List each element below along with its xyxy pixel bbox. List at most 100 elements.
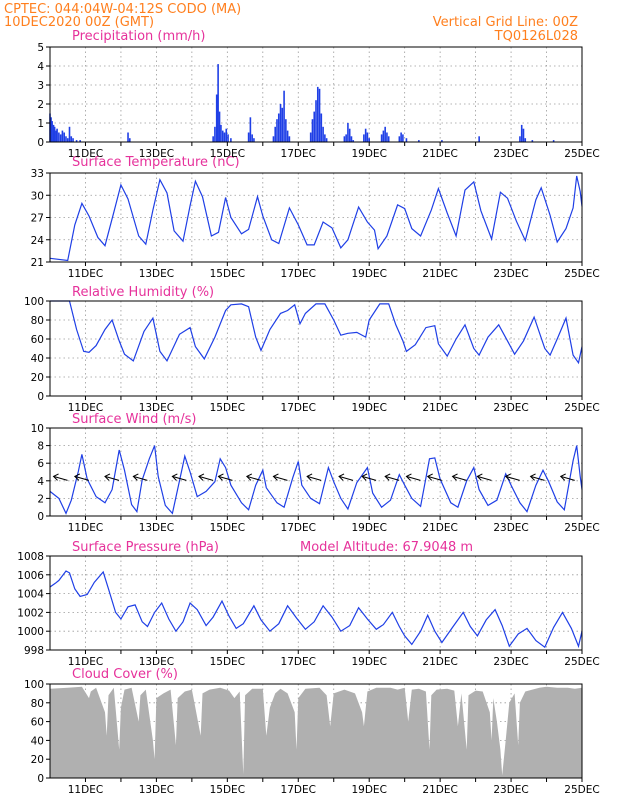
precip-bar — [220, 124, 222, 142]
precip-bar — [286, 130, 289, 142]
wind-arrow — [559, 473, 575, 481]
wind-line — [49, 445, 583, 515]
precip-bar — [405, 138, 408, 142]
temperature-xtick-label: 15DEC — [210, 268, 245, 280]
wind-arrow — [198, 473, 214, 481]
pressure-panel: 998 1000 1002 1004 1006 1008 11DEC 13DEC 15DEC 17… — [17, 551, 599, 668]
cloud-panel: 0 20 40 60 80 100 11DEC 13DEC 15DEC 17DEC 19DEC 21D… — [24, 679, 600, 796]
precip-bar — [386, 132, 388, 142]
wind-ytick-label: 2 — [37, 493, 44, 505]
wind-arrow — [306, 473, 322, 481]
precip-bar — [441, 140, 443, 142]
humidity-frame — [49, 300, 583, 397]
precip-ytick-label: 4 — [37, 61, 44, 73]
pressure-xtick-label: 21DEC — [422, 656, 457, 668]
precip-ytick-label: 3 — [37, 80, 44, 92]
wind-arrow — [451, 473, 467, 481]
temperature-ytick-label: 24 — [31, 235, 45, 247]
humidity-line — [50, 300, 583, 365]
wind-arrow-head — [426, 473, 433, 481]
wind-arrow — [476, 473, 492, 481]
pressure-ytick-label: 1004 — [17, 589, 44, 601]
wind-arrow-shaft — [74, 475, 89, 481]
cloud-title: Cloud Cover (%) — [72, 667, 178, 682]
wind-arrow-shaft — [385, 475, 400, 481]
precip-xtick-label: 23DEC — [493, 148, 528, 160]
precip-bar — [520, 124, 523, 142]
pressure-xtick-label: 11DEC — [68, 656, 103, 668]
wind-frame — [49, 427, 583, 517]
wind-arrow — [361, 473, 377, 481]
precip-bar — [217, 64, 219, 142]
precip-ytick-label: 0 — [37, 137, 44, 149]
wind-arrow-head — [529, 473, 536, 481]
precip-bar — [249, 117, 252, 142]
cloud-frame — [49, 683, 583, 779]
humidity-xtick-label: 15DEC — [210, 402, 245, 414]
cloud-xtick-label: 23DEC — [493, 784, 528, 796]
cloud-ytick-label: 80 — [31, 698, 44, 710]
temperature-xtick-label: 19DEC — [351, 268, 386, 280]
precip-bar — [316, 86, 319, 142]
precip-bar — [285, 119, 287, 142]
precip-xtick-label: 19DEC — [351, 148, 386, 160]
wind-arrow — [384, 473, 400, 481]
wind-arrow-shaft — [361, 475, 377, 481]
precip-bar — [368, 138, 370, 142]
wind-arrow-head — [171, 473, 178, 481]
humidity-title: Relative Humidity (%) — [72, 285, 214, 300]
precip-panel: 0 1 2 3 4 5 11DEC 13DEC 15DEC 17DEC 19DEC 21DEC 23DE… — [37, 42, 599, 160]
precip-bar — [552, 140, 555, 142]
cloud-xtick-label: 15DEC — [210, 784, 245, 796]
precip-ytick-label: 2 — [37, 99, 44, 111]
precip-xtick-label: 25DEC — [564, 148, 599, 160]
pressure-ytick-label: 1006 — [17, 570, 44, 582]
cloud-xtick-label: 17DEC — [281, 784, 316, 796]
cloud-ytick-label: 20 — [31, 754, 44, 766]
temperature-ytick-label: 27 — [31, 213, 44, 225]
wind-ytick-label: 10 — [31, 423, 44, 435]
precip-bar — [343, 136, 346, 142]
precip-bar — [311, 119, 314, 142]
wind-arrow-head — [52, 473, 59, 481]
temperature-xtick-label: 23DEC — [493, 268, 528, 280]
precip-bar — [400, 132, 402, 142]
temperature-xtick-label: 11DEC — [68, 268, 103, 280]
precip-bar — [418, 140, 420, 142]
wind-arrow-head — [451, 473, 458, 481]
precip-bar — [52, 124, 55, 142]
humidity-xtick-label: 21DEC — [422, 402, 457, 414]
precip-bar — [363, 134, 365, 142]
precip-bar — [313, 111, 316, 142]
humidity-ytick-label: 40 — [31, 353, 44, 365]
temperature-ytick-label: 33 — [31, 168, 44, 180]
header-grid-note: Vertical Grid Line: 00Z — [433, 15, 578, 30]
temperature-xtick-label: 13DEC — [139, 268, 174, 280]
wind-arrow-shaft — [53, 475, 68, 481]
model-altitude-label: Model Altitude: 67.9048 m — [300, 540, 473, 555]
wind-arrow — [272, 473, 288, 481]
precip-bar — [51, 121, 53, 142]
wind-arrow — [426, 473, 442, 481]
precip-xtick-label: 17DEC — [281, 148, 316, 160]
precip-bar — [72, 138, 74, 142]
wind-panel: 0 2 4 6 8 10 11DEC 13DEC 15DEC 17DEC 19DEC 21DEC 23D… — [31, 423, 600, 534]
precip-bar — [318, 88, 321, 142]
precip-ytick-label: 1 — [37, 118, 44, 130]
precip-bar — [225, 128, 228, 142]
precip-ytick-label: 5 — [37, 42, 44, 54]
precip-bar — [230, 138, 232, 142]
wind-arrow-shaft — [306, 475, 322, 481]
precip-bar — [387, 136, 390, 142]
wind-arrow-shaft — [338, 475, 354, 481]
header-model: TQ0126L028 — [494, 29, 578, 44]
wind-arrow-head — [504, 473, 511, 481]
temperature-ytick-label: 30 — [31, 190, 44, 202]
wind-arrow-head — [104, 473, 111, 481]
pressure-ytick-label: 1002 — [17, 607, 44, 619]
precip-bar — [352, 140, 355, 142]
cloud-ytick-label: 100 — [24, 679, 44, 691]
humidity-ytick-label: 60 — [31, 334, 44, 346]
wind-arrow-shaft — [505, 475, 520, 481]
